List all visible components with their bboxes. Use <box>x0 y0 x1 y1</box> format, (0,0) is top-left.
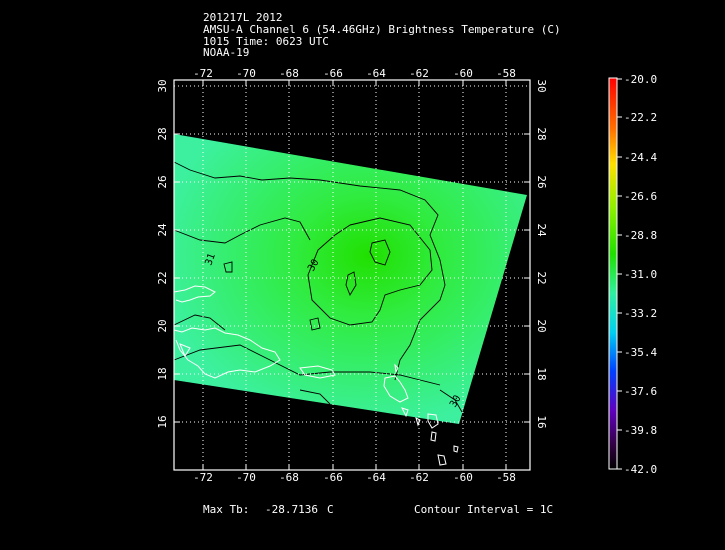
satellite-name: NOAA-19 <box>203 46 250 59</box>
coastline <box>430 431 437 442</box>
coastline <box>453 445 459 453</box>
colorbar-label: -22.2 <box>624 111 657 124</box>
lat-lon-grid <box>174 80 530 470</box>
lat-label: 20 <box>156 319 169 332</box>
coastline <box>437 454 447 466</box>
lon-label: -72 <box>193 471 213 484</box>
colorbar-label: -37.6 <box>624 385 657 398</box>
lat-label: 28 <box>156 127 169 140</box>
product-title: AMSU-A Channel 6 (54.46GHz) Brightness T… <box>203 23 561 36</box>
lat-labels-left: 30 28 26 24 22 20 18 16 <box>156 79 169 428</box>
observation-time: 1015 Time: 0623 UTC <box>203 35 329 48</box>
lon-label: -68 <box>279 67 299 80</box>
lat-label: 20 <box>535 319 548 332</box>
contour-line <box>307 217 433 326</box>
contour-label: 30 <box>306 258 322 274</box>
contour-label: 30 <box>448 394 464 410</box>
colorbar-labels: -20.0 -22.2 -24.4 -26.6 -28.8 -31.0 -33.… <box>624 73 657 476</box>
lat-label: 26 <box>535 175 548 188</box>
swath-region <box>174 134 527 424</box>
coastline <box>394 363 399 374</box>
lat-label: 30 <box>156 79 169 92</box>
contour-line <box>299 389 331 405</box>
lat-label: 26 <box>156 175 169 188</box>
lon-label: -64 <box>366 471 386 484</box>
max-tb-unit: C <box>327 503 334 516</box>
map-frame <box>173 79 531 471</box>
lat-label: 16 <box>535 415 548 428</box>
lon-label: -64 <box>366 67 386 80</box>
lon-label: -66 <box>323 67 343 80</box>
lat-label: 30 <box>535 79 548 92</box>
contour-line <box>309 317 321 331</box>
lat-label: 28 <box>535 127 548 140</box>
lat-labels-right: 30 28 26 24 22 20 18 16 <box>535 79 548 428</box>
lon-label: -68 <box>279 471 299 484</box>
lat-label: 18 <box>156 367 169 380</box>
lat-label: 18 <box>535 367 548 380</box>
max-tb-label: Max Tb: <box>203 503 250 516</box>
colorbar-label: -39.8 <box>624 424 657 437</box>
colorbar-label: -28.8 <box>624 229 657 242</box>
coastline <box>173 285 216 303</box>
colorbar-label: -20.0 <box>624 73 657 86</box>
lon-label: -66 <box>323 471 343 484</box>
lon-label: -62 <box>409 67 429 80</box>
lon-label: -70 <box>236 471 256 484</box>
coastlines <box>173 285 459 466</box>
lon-label: -62 <box>409 471 429 484</box>
lon-label: -72 <box>193 67 213 80</box>
colorbar-label: -42.0 <box>624 463 657 476</box>
lat-label: 24 <box>535 223 548 237</box>
coastline <box>427 413 439 429</box>
lon-labels-top: -72 -70 -68 -66 -64 -62 -60 -58 <box>193 67 516 80</box>
colorbar-label: -35.4 <box>624 346 657 359</box>
contour-interval: Contour Interval = 1C <box>414 503 554 516</box>
lon-label: -58 <box>496 471 516 484</box>
colorbar-label: -24.4 <box>624 151 657 164</box>
product-id: 201217L 2012 <box>203 11 283 24</box>
contour-line <box>369 239 391 266</box>
colorbar <box>608 77 618 470</box>
lon-label: -60 <box>453 471 473 484</box>
colorbar-label: -33.2 <box>624 307 657 320</box>
contour-line <box>439 389 463 413</box>
lat-label: 24 <box>156 223 169 237</box>
coastline <box>401 407 409 418</box>
lon-label: -58 <box>496 67 516 80</box>
colorbar-label: -26.6 <box>624 190 657 203</box>
contour-line <box>223 261 233 273</box>
lon-label: -60 <box>453 67 473 80</box>
contour-label: 31 <box>203 252 217 267</box>
lat-label: 22 <box>156 271 169 284</box>
colorbar-ticks <box>617 78 622 470</box>
max-tb-value: -28.7136 <box>265 503 318 516</box>
colorbar-label: -31.0 <box>624 268 657 281</box>
coastline <box>173 327 281 379</box>
lon-label: -70 <box>236 67 256 80</box>
lat-label: 16 <box>156 415 169 428</box>
contour-line <box>173 161 446 381</box>
coastline <box>299 365 336 379</box>
coastline <box>383 375 409 403</box>
lat-label: 22 <box>535 271 548 284</box>
lon-labels-bottom: -72 -70 -68 -66 -64 -62 -60 -58 <box>193 471 516 484</box>
contour-line <box>345 271 357 297</box>
axis-ticks <box>174 80 530 470</box>
coastline <box>179 343 191 358</box>
